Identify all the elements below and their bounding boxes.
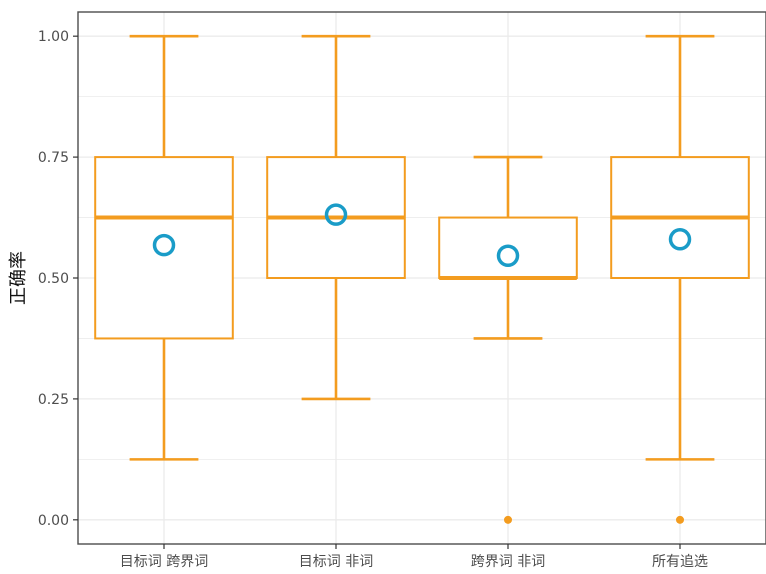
y-axis-label: 正确率 bbox=[8, 251, 29, 305]
box-layer bbox=[94, 34, 750, 524]
mean-marker bbox=[324, 203, 348, 226]
axis-layer: 0.00 0.25 0.50 0.75 1.00 目标词 跨界词 目标词 非词 跨界词 非词 所… bbox=[38, 29, 708, 570]
box-group bbox=[438, 155, 578, 524]
box-group bbox=[266, 34, 406, 401]
outlier-point bbox=[676, 515, 684, 524]
mean-marker bbox=[496, 244, 520, 268]
x-tick-label: 所有追选 bbox=[652, 554, 708, 570]
x-tick-label: 目标词 跨界词 bbox=[120, 554, 208, 570]
y-tick-label: 0.25 bbox=[38, 392, 69, 408]
y-tick-label: 1.00 bbox=[38, 29, 69, 45]
y-tick-label: 0.75 bbox=[38, 150, 69, 166]
x-tick-label: 目标词 非词 bbox=[299, 554, 373, 570]
y-tick-label: 0.50 bbox=[38, 271, 69, 287]
outlier-point bbox=[504, 515, 512, 524]
mean-marker bbox=[668, 228, 692, 251]
box-group bbox=[610, 34, 750, 524]
box-group bbox=[94, 34, 234, 461]
mean-marker bbox=[152, 233, 176, 257]
y-tick-label: 0.00 bbox=[38, 513, 69, 529]
x-tick-label: 跨界词 非词 bbox=[471, 554, 545, 570]
iqr-box bbox=[94, 156, 234, 340]
